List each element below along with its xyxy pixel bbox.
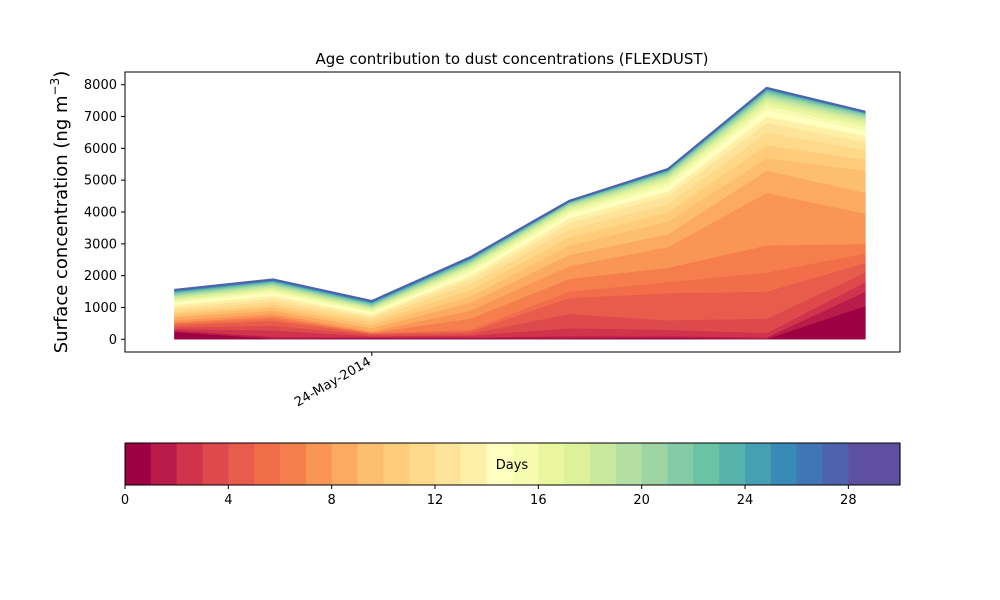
- colorbar-segment: [125, 443, 152, 485]
- colorbar-segment: [693, 443, 720, 485]
- y-axis-label: Surface concentration (ng m−3): [48, 71, 72, 354]
- colorbar-label: Days: [496, 458, 529, 473]
- colorbar-segment: [409, 443, 436, 485]
- colorbar-tick-label: 0: [121, 493, 129, 508]
- colorbar-segment: [176, 443, 204, 485]
- colorbar-tick-label: 4: [224, 493, 232, 508]
- y-axis-label-superscript: −3: [48, 78, 62, 96]
- y-axis-label-close: ): [51, 71, 72, 78]
- y-tick-label: 1000: [84, 301, 117, 316]
- y-axis-label-text: Surface concentration (ng m: [51, 95, 72, 353]
- y-tick-label: 6000: [84, 142, 117, 157]
- y-tick-label: 0: [109, 333, 117, 348]
- colorbar-segment: [202, 443, 229, 485]
- colorbar-segment: [357, 443, 384, 485]
- colorbar-segment: [641, 443, 669, 485]
- colorbar-segment: [667, 443, 694, 485]
- colorbar-tick-label: 16: [530, 493, 547, 508]
- colorbar-segment: [590, 443, 617, 485]
- colorbar-frame: [124, 442, 901, 486]
- total-concentration-line: [174, 86, 866, 303]
- colorbar-segment: [512, 443, 539, 485]
- colorbar-segment: [254, 443, 281, 485]
- colorbar-segment: [331, 443, 359, 485]
- y-tick-label: 8000: [84, 78, 117, 93]
- colorbar-segment: [150, 443, 178, 485]
- colorbar-segment: [719, 443, 746, 485]
- colorbar-segment: [615, 443, 643, 485]
- y-axis-ticks: 0 1000 2000 3000 4000 5000 6000 7000 8000: [84, 78, 125, 348]
- colorbar-segment: [383, 443, 410, 485]
- colorbar-tick-label: 20: [633, 493, 650, 508]
- stacked-area-bands: [174, 87, 866, 340]
- colorbar-segment: [435, 443, 462, 485]
- chart-title: Age contribution to dust concentrations …: [316, 50, 709, 68]
- colorbar-segment: [822, 443, 849, 485]
- colorbar: Days 0 4 8 12 16 20 24 28: [121, 442, 901, 508]
- y-tick-label: 3000: [84, 237, 117, 252]
- colorbar-tick-label: 12: [427, 493, 444, 508]
- colorbar-segment: [460, 443, 488, 485]
- colorbar-segment: [305, 443, 333, 485]
- colorbar-segment: [848, 443, 875, 485]
- colorbar-segment: [228, 443, 255, 485]
- y-tick-label: 4000: [84, 206, 117, 221]
- colorbar-segment: [874, 443, 901, 485]
- y-tick-label: 5000: [84, 174, 117, 189]
- colorbar-segment: [280, 443, 307, 485]
- colorbar-segment: [796, 443, 824, 485]
- colorbar-ticks: 0 4 8 12 16 20 24 28: [121, 485, 857, 508]
- colorbar-tick-label: 24: [737, 493, 754, 508]
- colorbar-segment: [770, 443, 798, 485]
- y-tick-label: 2000: [84, 269, 117, 284]
- colorbar-segment: [538, 443, 565, 485]
- colorbar-segment: [486, 443, 514, 485]
- colorbar-segments: [125, 443, 901, 485]
- colorbar-segment: [745, 443, 772, 485]
- colorbar-tick-label: 8: [328, 493, 336, 508]
- colorbar-tick-label: 28: [840, 493, 857, 508]
- y-tick-label: 7000: [84, 110, 117, 125]
- colorbar-segment: [564, 443, 591, 485]
